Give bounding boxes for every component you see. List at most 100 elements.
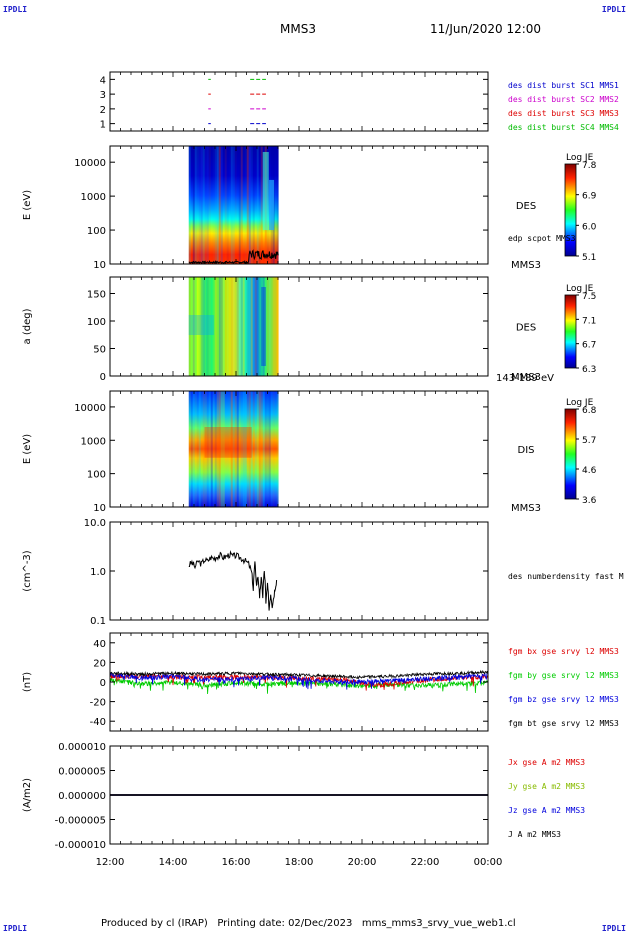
spectrogram-streak: [256, 277, 259, 376]
spectrogram-streak: [256, 391, 259, 507]
spectrogram-streak: [236, 391, 239, 507]
y-axis-label: (A/m2): [22, 778, 33, 812]
spectrogram-streak: [232, 391, 235, 507]
x-tick-label: 14:00: [159, 857, 188, 868]
colorbar-tick-label: 6.9: [582, 192, 597, 202]
y-tick-label: 10000: [74, 403, 106, 414]
spectrogram-streak: [226, 146, 229, 264]
colorbar-tick-label: 5.1: [582, 253, 596, 263]
colorbar: [564, 408, 577, 500]
spectrogram-streak: [196, 146, 199, 264]
spectrogram-streak: [266, 277, 269, 376]
header-date-time: 11/Jun/2020 12:00: [430, 22, 542, 36]
spectrogram-streak: [244, 391, 247, 507]
panel-spacecraft: MMS3: [511, 372, 541, 383]
spectrogram-streak: [269, 179, 275, 231]
spectrogram-streak: [242, 391, 245, 507]
spectrogram-streak: [214, 277, 217, 376]
spectrogram-streak: [188, 391, 191, 507]
y-tick-label: -0.000010: [55, 840, 106, 851]
spectrogram-streak: [202, 277, 205, 376]
spectrogram-streak: [204, 146, 207, 264]
corner-label-br: IPDLI: [601, 924, 626, 933]
legend-entry: fgm bz gse srvy l2 MMS3: [508, 695, 619, 704]
spectrogram-streak: [244, 146, 247, 264]
colorbar-tick-label: 7.5: [582, 292, 596, 302]
field-line: [109, 669, 488, 680]
spectrogram-streak: [256, 146, 259, 264]
spectrogram-streak: [273, 277, 275, 376]
spectrogram-streak: [232, 277, 235, 376]
spectrogram-streak: [188, 315, 214, 335]
spectrogram-streak: [206, 146, 209, 264]
y-tick-label: 0.000010: [58, 742, 106, 753]
colorbar: [564, 163, 577, 257]
spectrogram-streak: [226, 277, 229, 376]
spectrogram-streak: [208, 391, 211, 507]
spectrogram-streak: [208, 146, 211, 264]
y-tick-label: 150: [87, 290, 106, 301]
y-tick-label: -20: [90, 698, 106, 709]
spectrogram-streak: [252, 391, 255, 507]
y-tick-label: 0.000000: [58, 791, 106, 802]
spectrogram-streak: [270, 391, 273, 507]
spectrogram-streak: [192, 146, 195, 264]
y-tick-label: 1: [100, 120, 106, 131]
spectrogram-streak: [243, 146, 245, 264]
panel-label: DES: [516, 201, 536, 212]
y-tick-label: 0.000005: [58, 767, 106, 778]
spectrogram-streak: [224, 277, 227, 376]
y-tick-label: 10.0: [84, 518, 106, 529]
colorbar-tick-label: 6.3: [582, 365, 596, 375]
spectrogram-streak: [191, 146, 193, 264]
spectrogram-streak: [258, 391, 261, 507]
spectrogram-streak: [236, 277, 239, 376]
spectrogram-streak: [261, 287, 266, 366]
spectrogram-streak: [262, 391, 265, 507]
legend-entry: des dist burst SC4 MMS4: [508, 123, 619, 132]
y-axis-label: (cm^-3): [22, 550, 33, 591]
spectrogram-streak: [234, 146, 237, 264]
spectrogram-streak: [226, 391, 229, 507]
spectrogram-streak: [250, 391, 253, 507]
y-axis-label: (nT): [22, 672, 33, 692]
colorbar-title: Log JE: [566, 284, 594, 294]
spectrogram-streak: [260, 146, 263, 264]
legend-entry: Jy gse A m2 MMS3: [508, 782, 585, 791]
spectrogram-streak: [228, 391, 231, 507]
y-tick-label: 0.1: [90, 616, 106, 627]
corner-label-bl: IPDLI: [3, 924, 28, 933]
spectrogram-streak: [198, 391, 201, 507]
spectrogram-streak: [229, 146, 231, 264]
spectrogram-streak: [276, 146, 279, 264]
spectrogram-streak: [245, 277, 247, 376]
spectrogram-streak: [246, 391, 249, 507]
spectrogram-streak: [188, 277, 191, 376]
spectrogram-streak: [254, 277, 257, 376]
spectrogram-streak: [196, 277, 199, 376]
spectrogram-streak: [220, 391, 223, 507]
y-tick-label: 3: [100, 90, 106, 101]
spectrogram-streak: [194, 391, 197, 507]
y-tick-label: -0.000005: [55, 816, 106, 827]
spectrogram-streak: [206, 391, 209, 507]
overlay-label: edp scpot MMS3: [508, 234, 576, 243]
spectrogram-streak: [250, 277, 253, 376]
y-tick-label: 1.0: [90, 567, 106, 578]
spectrogram-streak: [242, 277, 245, 376]
spectrogram-streak: [208, 277, 211, 376]
legend-entry: des dist burst SC2 MMS2: [508, 95, 619, 104]
spectrogram-streak: [276, 277, 279, 376]
legend-entry: Jz gse A m2 MMS3: [508, 806, 585, 815]
spectrogram-streak: [237, 146, 239, 264]
colorbar-title: Log JE: [566, 398, 594, 408]
field-line: [109, 671, 488, 690]
x-tick-label: 16:00: [222, 857, 251, 868]
colorbar-tick-label: 6.8: [582, 406, 597, 416]
spectrogram-streak: [238, 391, 241, 507]
spectrogram-streak: [230, 277, 233, 376]
spectrogram-streak: [254, 391, 257, 507]
x-tick-label: 00:00: [474, 857, 503, 868]
y-tick-label: 0: [100, 678, 106, 689]
